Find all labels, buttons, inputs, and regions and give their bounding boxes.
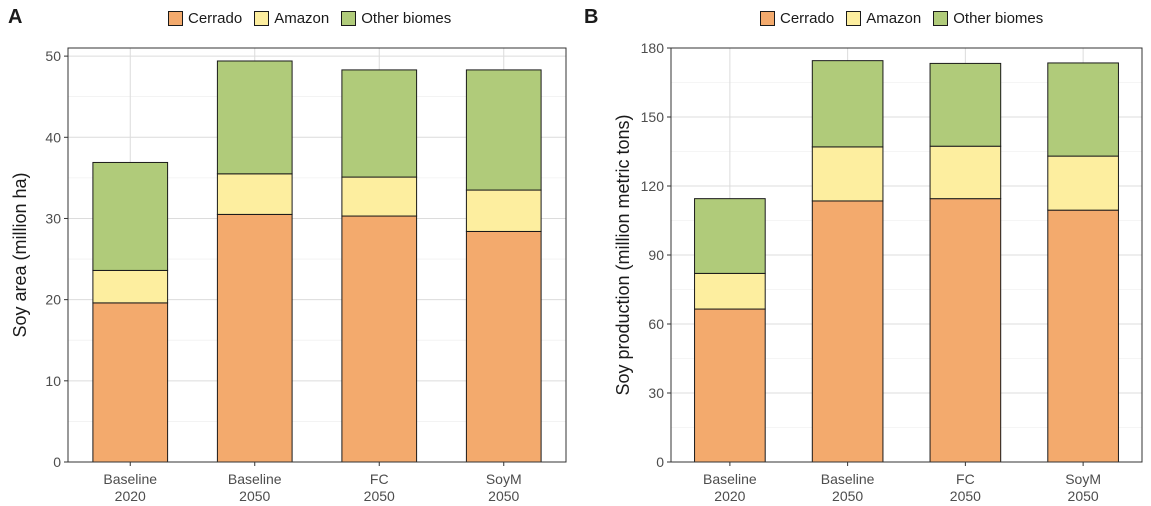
x-tick-label-line: Baseline bbox=[103, 471, 157, 487]
legend-item-cerrado: Cerrado bbox=[760, 10, 834, 27]
y-tick-label: 90 bbox=[648, 247, 664, 263]
x-tick-label-line: Baseline bbox=[821, 471, 875, 487]
bar-segment-cerrado bbox=[216, 213, 293, 463]
bar-segment-cerrado bbox=[92, 302, 169, 463]
y-tick-label: 10 bbox=[45, 373, 61, 389]
x-tick-label-line: SoyM bbox=[486, 471, 522, 487]
legend-swatch-amazon bbox=[846, 11, 862, 26]
y-axis-label: Soy production (million metric tons) bbox=[613, 114, 633, 395]
x-tick-label-line: Baseline bbox=[228, 471, 282, 487]
bar-segment-other-biomes bbox=[341, 69, 418, 178]
legend-item-amazon: Amazon bbox=[254, 10, 329, 27]
plot-border bbox=[67, 47, 567, 463]
legend-label-other-biomes: Other biomes bbox=[361, 10, 452, 27]
legend-item-amazon: Amazon bbox=[846, 10, 921, 27]
y-tick-label: 0 bbox=[656, 454, 664, 470]
y-tick-label: 120 bbox=[641, 178, 665, 194]
x-tick-label-line: 2050 bbox=[1068, 488, 1099, 504]
x-tick-label-line: SoyM bbox=[1065, 471, 1101, 487]
legend-b: Cerrado Amazon Other biomes bbox=[760, 10, 1049, 27]
x-tick-label: Baseline 2050 bbox=[228, 471, 282, 504]
legend-label-cerrado: Cerrado bbox=[780, 10, 835, 27]
x-tick-label-line: 2050 bbox=[364, 488, 395, 504]
bar-segment-amazon bbox=[1047, 155, 1119, 211]
legend-item-cerrado: Cerrado bbox=[168, 10, 242, 27]
bar-segment-amazon bbox=[341, 176, 418, 217]
legend-label-amazon: Amazon bbox=[274, 10, 330, 27]
bar-segment-other-biomes bbox=[465, 69, 542, 191]
y-tick-label: 50 bbox=[45, 48, 61, 64]
bar-segment-cerrado bbox=[1047, 209, 1119, 463]
bar-segment-other-biomes bbox=[929, 62, 1002, 147]
x-tick-label: SoyM 2050 bbox=[486, 471, 522, 504]
x-tick-label-line: Baseline bbox=[703, 471, 757, 487]
x-tick-label: FC 2050 bbox=[364, 471, 395, 504]
bar-segment-other-biomes bbox=[694, 198, 766, 274]
panel-letter-b: B bbox=[584, 6, 599, 28]
x-tick-label: FC 2050 bbox=[950, 471, 981, 504]
legend-item-other-biomes: Other biomes bbox=[933, 10, 1043, 27]
bar-segment-other-biomes bbox=[92, 161, 169, 271]
plot-border bbox=[670, 47, 1143, 463]
legend-item-other-biomes: Other biomes bbox=[341, 10, 451, 27]
bar-segment-other-biomes bbox=[1047, 62, 1119, 157]
x-tick-label: Baseline 2020 bbox=[703, 471, 757, 504]
bar-segment-amazon bbox=[92, 269, 169, 304]
y-tick-label: 0 bbox=[53, 454, 61, 470]
y-tick-label: 40 bbox=[45, 129, 61, 145]
bar-segment-amazon bbox=[465, 189, 542, 232]
x-tick-label-line: 2050 bbox=[950, 488, 981, 504]
x-tick-label-line: 2050 bbox=[832, 488, 863, 504]
bar-segment-amazon bbox=[929, 145, 1002, 200]
panel-letter-a: A bbox=[8, 6, 23, 28]
x-tick-label: Baseline 2050 bbox=[821, 471, 875, 504]
legend-label-amazon: Amazon bbox=[866, 10, 922, 27]
panel-a: A Cerrado Amazon Other biomes 0 10 20 30 40 5… bbox=[0, 0, 575, 506]
x-tick-label-line: 2050 bbox=[488, 488, 519, 504]
bar-segment-cerrado bbox=[929, 198, 1002, 463]
bar-segment-other-biomes bbox=[216, 60, 293, 175]
y-tick-label: 30 bbox=[648, 385, 664, 401]
legend-label-cerrado: Cerrado bbox=[188, 10, 243, 27]
legend-label-other-biomes: Other biomes bbox=[953, 10, 1044, 27]
x-tick-label: Baseline 2020 bbox=[103, 471, 157, 504]
bar-segment-amazon bbox=[811, 146, 884, 202]
x-tick-label-line: 2050 bbox=[239, 488, 270, 504]
legend-swatch-cerrado bbox=[760, 11, 775, 26]
legend-a: Cerrado Amazon Other biomes bbox=[168, 10, 457, 27]
y-tick-label: 60 bbox=[648, 316, 664, 332]
y-tick-label: 20 bbox=[45, 292, 61, 308]
y-axis-label: Soy area (million ha) bbox=[10, 172, 30, 337]
bar-segment-cerrado bbox=[811, 200, 884, 463]
bar-segment-cerrado bbox=[341, 215, 418, 463]
x-tick-label: SoyM 2050 bbox=[1065, 471, 1101, 504]
panel-b: B Cerrado Amazon Other biomes 0 30 60 90 120… bbox=[576, 0, 1151, 506]
x-tick-label-line: 2020 bbox=[714, 488, 745, 504]
y-tick-label: 30 bbox=[45, 210, 61, 226]
legend-swatch-other-biomes bbox=[341, 11, 357, 26]
legend-swatch-amazon bbox=[254, 11, 270, 26]
bar-segment-other-biomes bbox=[811, 60, 884, 148]
bar-segment-cerrado bbox=[694, 308, 766, 463]
legend-swatch-other-biomes bbox=[933, 11, 949, 26]
x-tick-label-line: FC bbox=[370, 471, 389, 487]
x-tick-label-line: FC bbox=[956, 471, 975, 487]
y-tick-label: 150 bbox=[641, 109, 665, 125]
bar-segment-amazon bbox=[216, 173, 293, 215]
bar-segment-amazon bbox=[694, 272, 766, 310]
bar-segment-cerrado bbox=[465, 230, 542, 463]
y-tick-label: 180 bbox=[641, 40, 665, 56]
x-tick-label-line: 2020 bbox=[115, 488, 146, 504]
legend-swatch-cerrado bbox=[168, 11, 183, 26]
